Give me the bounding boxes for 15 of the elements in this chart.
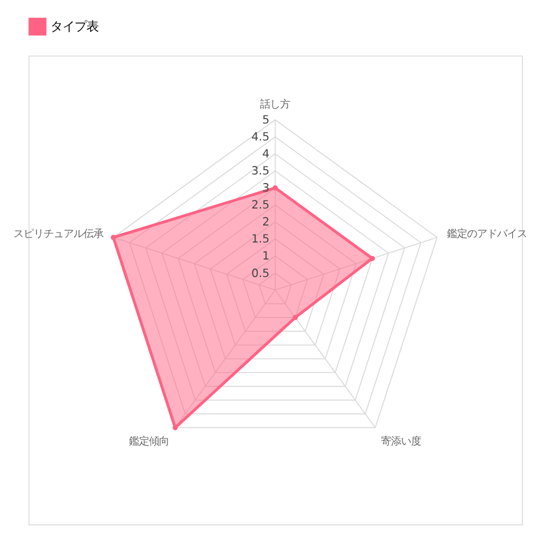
spoke-label: 鑑定のアドバイス <box>446 228 527 240</box>
y-tick-label: 4.5 <box>251 130 270 144</box>
spoke-label: スピリチュアル伝承 <box>14 228 104 240</box>
spoke-label: 寄添い度 <box>381 435 422 448</box>
y-tick-label: 5 <box>262 112 270 127</box>
spoke-label: 話し方 <box>260 98 290 111</box>
y-tick-label: 3.5 <box>251 164 270 178</box>
y-tick-label: 2 <box>262 214 270 229</box>
y-tick-label: 4 <box>262 146 270 161</box>
y-tick-label: 0.5 <box>251 266 270 280</box>
spoke-label: 鑑定傾向 <box>129 435 170 448</box>
y-tick-label: 2.5 <box>251 198 270 212</box>
legend-label: タイプ表 <box>50 19 98 34</box>
y-tick-label: 1 <box>262 248 270 263</box>
y-tick-label: 1.5 <box>251 232 270 246</box>
